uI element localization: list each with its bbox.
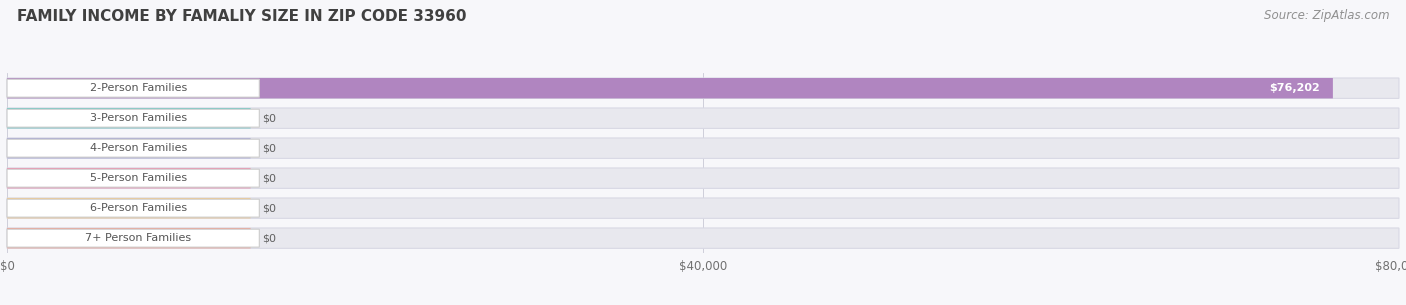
Text: 5-Person Families: 5-Person Families xyxy=(90,173,187,183)
FancyBboxPatch shape xyxy=(7,229,259,247)
FancyBboxPatch shape xyxy=(7,168,250,188)
FancyBboxPatch shape xyxy=(7,228,250,248)
FancyBboxPatch shape xyxy=(7,198,1399,218)
Text: $0: $0 xyxy=(262,113,276,123)
FancyBboxPatch shape xyxy=(7,138,250,158)
Text: 2-Person Families: 2-Person Families xyxy=(90,83,187,93)
Text: FAMILY INCOME BY FAMALIY SIZE IN ZIP CODE 33960: FAMILY INCOME BY FAMALIY SIZE IN ZIP COD… xyxy=(17,9,467,24)
FancyBboxPatch shape xyxy=(7,199,259,217)
FancyBboxPatch shape xyxy=(7,198,250,218)
FancyBboxPatch shape xyxy=(7,228,1399,248)
Text: $0: $0 xyxy=(262,233,276,243)
Text: 4-Person Families: 4-Person Families xyxy=(90,143,187,153)
Text: 7+ Person Families: 7+ Person Families xyxy=(86,233,191,243)
FancyBboxPatch shape xyxy=(7,138,1399,158)
Text: $76,202: $76,202 xyxy=(1268,83,1320,93)
FancyBboxPatch shape xyxy=(7,168,1399,188)
FancyBboxPatch shape xyxy=(7,139,259,157)
FancyBboxPatch shape xyxy=(7,78,1333,99)
Text: $0: $0 xyxy=(262,143,276,153)
Text: 3-Person Families: 3-Person Families xyxy=(90,113,187,123)
FancyBboxPatch shape xyxy=(7,108,1399,128)
FancyBboxPatch shape xyxy=(7,78,1399,99)
Text: Source: ZipAtlas.com: Source: ZipAtlas.com xyxy=(1264,9,1389,22)
FancyBboxPatch shape xyxy=(7,169,259,187)
FancyBboxPatch shape xyxy=(7,108,250,128)
Text: 6-Person Families: 6-Person Families xyxy=(90,203,187,213)
Text: $0: $0 xyxy=(262,203,276,213)
FancyBboxPatch shape xyxy=(7,79,259,97)
FancyBboxPatch shape xyxy=(7,109,259,127)
Text: $0: $0 xyxy=(262,173,276,183)
